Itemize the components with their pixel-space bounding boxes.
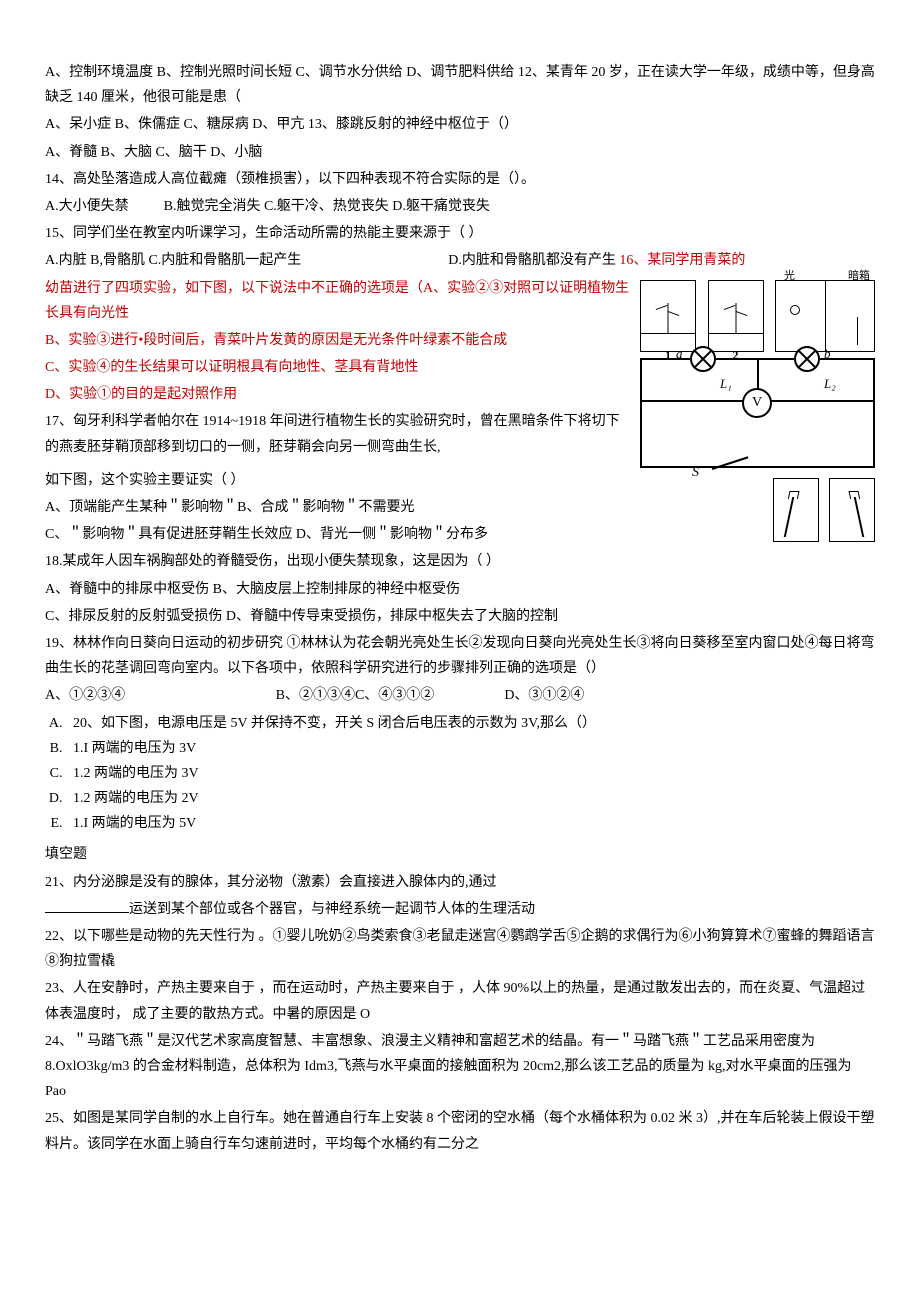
light-label: 光	[784, 267, 795, 287]
q25-stem: 25、如图是某同学自制的水上自行车。她在普通自行车上安装 8 个密闭的空水桶（每…	[45, 1106, 875, 1156]
lamp-l1-icon	[690, 346, 716, 372]
q15-opts-left: A.内脏 B,骨骼肌 C.内脏和骨骼肌一起产生	[45, 253, 301, 268]
q18-opts-cd: C、排尿反射的反射弧受损伤 D、脊髓中传导束受损伤，排尿中枢失去了大脑的控制	[45, 604, 875, 629]
q18-stem: 18.某成年人因车祸胸部处的脊髓受伤，出现小便失禁现象，这是因为（ ）	[45, 549, 875, 574]
q19-opt-d: D、③①②④	[504, 683, 584, 708]
q21-text2: 运送到某个部位或各个器官，与神经系统一起调节人体的生理活动	[129, 902, 535, 917]
label-s: S	[692, 460, 699, 485]
q11-options: A、控制环境温度 B、控制光照时间长短 C、调节水分供给 D、调节肥料供给 12…	[45, 60, 875, 110]
q15-stem: 15、同学们坐在教室内听课学习，生命活动所需的热能主要来源于（ ）	[45, 221, 875, 246]
circuit-diagram: a b L₁ L₂ V S	[640, 358, 875, 468]
q13-options: A、脊髓 B、大脑 C、脑干 D、小脑	[45, 140, 875, 165]
q20-opt-c: 1.2 两端的电压为 3V	[66, 761, 875, 786]
q19-opt-a: A、①②③④	[45, 683, 125, 708]
q20-opt-e: 1.I 两端的电压为 5V	[66, 811, 875, 836]
dark-label: 暗箱	[848, 267, 870, 287]
q15-opts-right: D.内脏和骨骼肌都没有产生	[448, 253, 619, 268]
q21-line2: 运送到某个部位或各个器官，与神经系统一起调节人体的生理活动	[45, 897, 875, 922]
q19-opt-bc: B、②①③④C、④③①②	[276, 683, 435, 708]
q24-stem: 24、＂马踏飞燕＂是汉代艺术家高度智慧、丰富想象、浪漫主义精神和富超艺术的结晶。…	[45, 1029, 875, 1105]
q15-options: A.内脏 B,骨骼肌 C.内脏和骨骼肌一起产生 D.内脏和骨骼肌都没有产生 16…	[45, 248, 875, 273]
q20-opt-d: 1.2 两端的电压为 2V	[66, 786, 875, 811]
q12-options: A、呆小症 B、侏儒症 C、糖尿病 D、甲亢 13、膝跳反射的神经中枢位于（）	[45, 112, 875, 137]
q23-stem: 23、人在安静时，产热主要来自于 ，而在运动时，产热主要来自于 ，人体 90%以…	[45, 976, 875, 1026]
q16-stem-start: 16、某同学用青菜的	[619, 253, 745, 268]
q21-line1: 21、内分泌腺是没有的腺体，其分泌物（激素）会直接进入腺体内的,通过	[45, 870, 875, 895]
sprout-1	[773, 478, 819, 542]
q19-options: A、①②③④ B、②①③④C、④③①② D、③①②④	[45, 683, 875, 708]
q20-block: 20、如下图，电源电压是 5V 并保持不变，开关 S 闭合后电压表的示数为 3V…	[66, 711, 875, 837]
label-b: b	[824, 342, 831, 365]
q20-stem: 20、如下图，电源电压是 5V 并保持不变，开关 S 闭合后电压表的示数为 3V…	[66, 711, 875, 736]
experiment-diagram: 1 2 光 暗箱 a b L₁ L₂ V S	[640, 280, 875, 542]
q22-stem: 22、以下哪些是动物的先天性行为 。①婴儿吮奶②鸟类索食③老鼠走迷宫④鹦鹉学舌⑤…	[45, 924, 875, 974]
label-l2: L₂	[824, 372, 836, 395]
lamp-l2-icon	[794, 346, 820, 372]
label-l1: L₁	[720, 372, 732, 395]
q18-opts-ab: A、脊髓中的排尿中枢受伤 B、大脑皮层上控制排尿的神经中枢受伤	[45, 577, 875, 602]
q14-opt-a: A.大小便失禁	[45, 194, 129, 219]
sprout-2	[829, 478, 875, 542]
pot-1: 1	[640, 280, 696, 352]
label-a: a	[676, 342, 683, 365]
pot-2: 2	[708, 280, 764, 352]
voltmeter-icon: V	[742, 388, 772, 418]
fill-header: 填空题	[45, 842, 875, 867]
q14-stem: 14、高处坠落造成人高位截瘫（颈椎损害），以下四种表现不符合实际的是（）。	[45, 167, 875, 192]
q19-stem: 19、林林作向日葵向日运动的初步研究 ①林林认为花会朝光亮处生长②发现向日葵向光…	[45, 631, 875, 681]
q20-opt-b: 1.I 两端的电压为 3V	[66, 736, 875, 761]
switch-icon	[712, 468, 752, 470]
q14-opt-bcd: B.触觉完全消失 C.躯干冷、热觉丧失 D.躯干痛觉丧失	[164, 194, 490, 219]
q14-options: A.大小便失禁 B.触觉完全消失 C.躯干冷、热觉丧失 D.躯干痛觉丧失	[45, 194, 875, 219]
q21-blank[interactable]	[45, 897, 129, 912]
